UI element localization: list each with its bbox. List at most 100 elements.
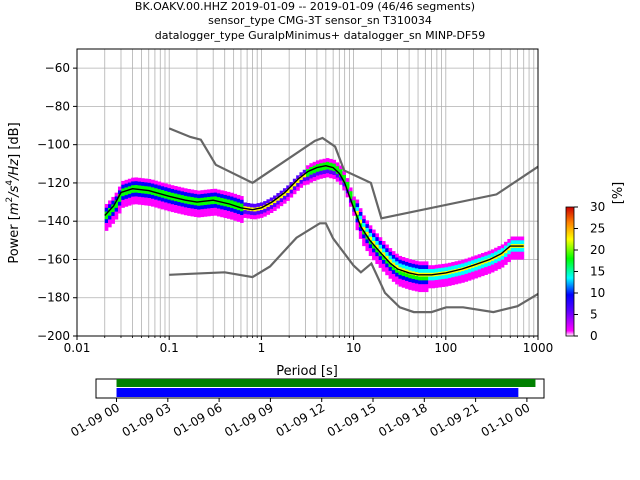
heatmap-cell [451, 281, 455, 286]
heatmap-cell [127, 182, 132, 187]
heatmap-cell [279, 194, 284, 199]
heatmap-cell [170, 196, 175, 201]
heatmap-cell [216, 212, 221, 217]
heatmap-cell [207, 204, 211, 209]
heatmap-cell [213, 207, 218, 212]
heatmap-cell [335, 177, 340, 182]
colorbar-ticks: 0 5 10 15 20 25 30 [574, 200, 605, 343]
heatmap-cell [378, 248, 383, 253]
heatmap-cell [183, 188, 188, 193]
heatmap-cell [306, 165, 310, 170]
heatmap-cell [312, 165, 317, 170]
heatmap-cell [108, 204, 112, 209]
heatmap-cell [480, 272, 485, 277]
heatmap-cell [216, 197, 221, 202]
heatmap-cell [401, 276, 406, 281]
heatmap-cell [385, 271, 389, 276]
heatmap-cell [104, 222, 109, 228]
heatmap-cell [325, 173, 330, 178]
heatmap-cell [368, 248, 373, 253]
heatmap-cell [296, 179, 300, 184]
colorbar-label: [%] [611, 182, 626, 205]
heatmap-cell [375, 259, 379, 265]
heatmap-cell [490, 268, 495, 273]
heatmap-cell [405, 258, 409, 263]
heatmap-cell [124, 195, 129, 200]
heatmap-cell [164, 206, 168, 211]
heatmap-cell [276, 196, 280, 201]
heatmap-cell [335, 162, 340, 167]
heatmap-cell [137, 181, 142, 186]
heatmap-cell [520, 247, 525, 253]
heatmap-cell [190, 208, 195, 213]
noise-model-low [169, 222, 539, 314]
heatmap-cell [375, 252, 379, 257]
heatmap-cell [401, 283, 406, 288]
heatmap-cell [167, 207, 172, 212]
heatmap-cell [477, 254, 482, 259]
heatmap-cell [348, 195, 353, 200]
heatmap-cell [190, 204, 195, 209]
heatmap-cell [454, 272, 459, 277]
heatmap-cell [372, 237, 376, 242]
heatmap-cell [226, 195, 231, 200]
heatmap-cell [520, 240, 525, 245]
heatmap-cell [167, 184, 172, 189]
heatmap-cell [355, 210, 360, 216]
x-tick-label: 1 [258, 341, 266, 355]
heatmap-cell [447, 266, 452, 271]
heatmap-cell [490, 264, 495, 269]
heatmap-cell [520, 251, 525, 256]
heatmap-cell [134, 196, 139, 201]
heatmap-cell [490, 249, 495, 254]
heatmap-cell [183, 195, 188, 201]
heatmap-cell [434, 283, 439, 288]
colorbar-tick-label: 5 [590, 308, 598, 322]
heatmap-cell [322, 162, 327, 167]
heatmap-cell [213, 211, 218, 216]
heatmap-cell [276, 193, 280, 198]
heatmap-cell [147, 190, 152, 195]
timeline-tick-label: 01-09 06 [171, 400, 225, 439]
heatmap-cell [177, 194, 181, 199]
heatmap-cell [424, 265, 429, 270]
heatmap-cell [180, 202, 185, 207]
heatmap-cell [381, 252, 386, 257]
heatmap-cell [157, 204, 162, 209]
heatmap-cell [332, 171, 337, 176]
heatmap-cell [207, 193, 211, 198]
heatmap-cell [405, 277, 409, 282]
heatmap-cell [223, 210, 228, 215]
heatmap-cell [388, 248, 393, 253]
y-axis-ticks: −200 −180 −160 −140 −120 −100 −80 −60 [37, 61, 77, 343]
heatmap-cell [325, 161, 330, 166]
heatmap-cell [405, 280, 409, 286]
heatmap-cell [197, 194, 201, 199]
heatmap-cell [147, 178, 152, 184]
heatmap-cell [197, 201, 201, 207]
heatmap-cell [200, 193, 205, 199]
heatmap-cell [504, 241, 508, 246]
heatmap-cell [375, 256, 379, 261]
heatmap-cell [296, 182, 300, 188]
ppsd-plot: 0.01 0.1 1 10 100 1000 −200 −180 −160 −140 −120 −1… [5, 48, 553, 379]
heatmap-cell [269, 208, 274, 214]
heatmap-cell [474, 259, 478, 264]
heatmap-cell [342, 174, 346, 180]
heatmap-cell [226, 207, 231, 212]
probability-colorbar: 0 5 10 15 20 25 30 [%] [565, 182, 626, 343]
heatmap-cell [362, 226, 366, 231]
heatmap-cell [289, 185, 294, 190]
heatmap-cell [322, 170, 327, 175]
heatmap-cell [395, 257, 399, 262]
heatmap-cell [332, 163, 337, 168]
heatmap-cell [223, 191, 228, 196]
heatmap-cell [339, 165, 343, 170]
heatmap-cell [233, 212, 238, 217]
heatmap-cell [504, 245, 508, 250]
heatmap-cell [203, 193, 208, 198]
heatmap-cell [121, 184, 125, 189]
heatmap-cell [329, 166, 333, 171]
heatmap-cell [213, 200, 218, 205]
heatmap-cell [121, 188, 125, 193]
